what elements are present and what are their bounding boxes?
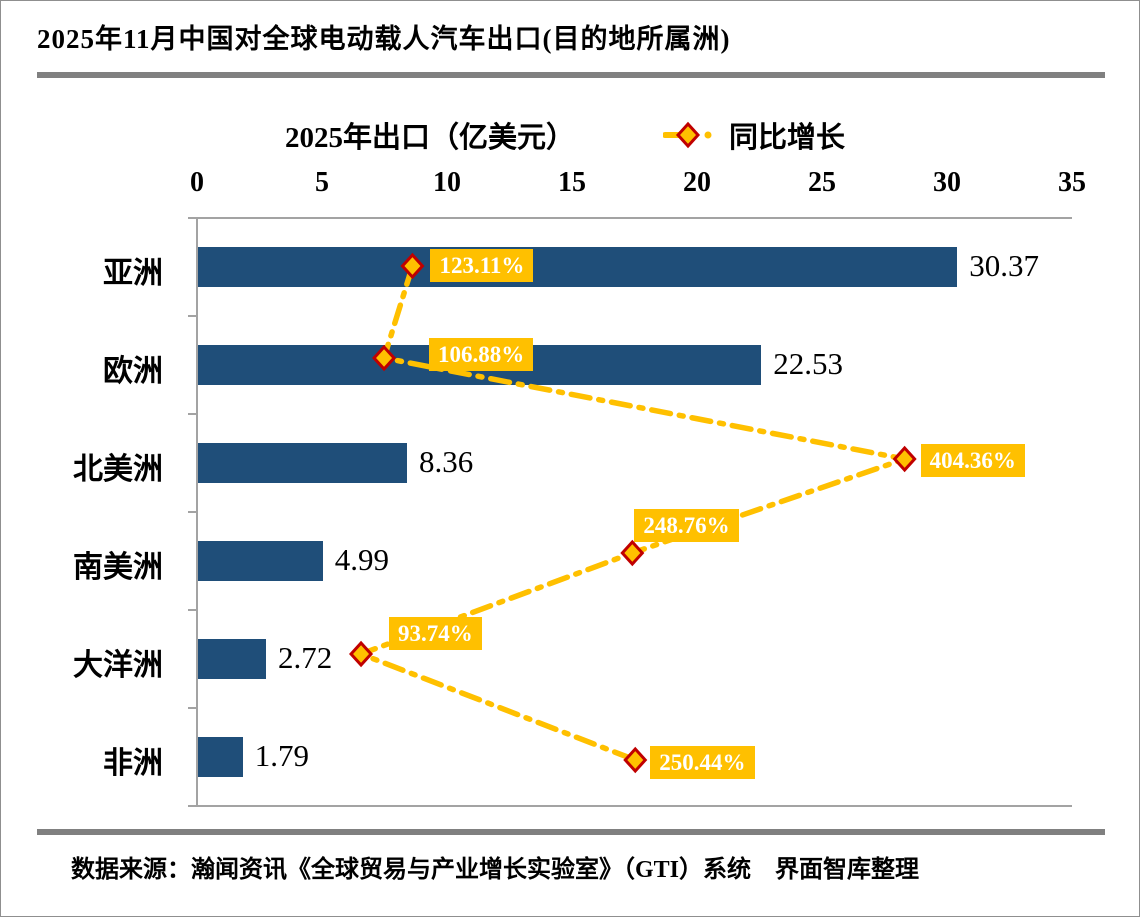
x-axis-tick-25: 25 xyxy=(808,167,836,198)
bar-south-america xyxy=(198,541,323,581)
x-axis-tick-10: 10 xyxy=(433,167,461,198)
bar-value-asia: 30.37 xyxy=(969,248,1039,283)
growth-label-south-america: 248.76% xyxy=(634,509,739,542)
x-axis-line-bottom xyxy=(188,805,1072,807)
growth-marker-africa xyxy=(623,746,648,774)
x-axis-tick-0: 0 xyxy=(190,167,204,198)
data-source-note: 数据来源：瀚闻资讯《全球贸易与产业增长实验室》（GTI）系统 界面智库整理 xyxy=(71,857,920,883)
y-axis-tick xyxy=(188,511,197,513)
x-axis-tick-15: 15 xyxy=(558,167,586,198)
y-axis-tick xyxy=(188,609,197,611)
footer-divider xyxy=(37,829,1105,835)
bar-north-america xyxy=(198,443,407,483)
category-label-africa: 非洲 xyxy=(103,747,163,780)
growth-label-europe: 106.88% xyxy=(429,338,534,371)
title-divider xyxy=(37,72,1105,78)
category-label-north-america: 北美洲 xyxy=(73,453,163,486)
bar-value-north-america: 8.36 xyxy=(419,444,474,479)
bar-series-swatch xyxy=(229,126,273,145)
growth-marker-north-america xyxy=(892,445,917,473)
x-axis-tick-35: 35 xyxy=(1058,167,1086,198)
chart-legend: 2025年出口（亿美元） 同比增长 xyxy=(229,114,845,156)
legend-exports-label: 2025年出口（亿美元） xyxy=(285,122,576,154)
growth-label-north-america: 404.36% xyxy=(920,444,1025,477)
bar-value-europe: 22.53 xyxy=(773,346,843,381)
bar-value-oceania: 2.72 xyxy=(278,640,333,675)
growth-marker-oceania xyxy=(349,640,374,668)
bar-asia xyxy=(198,247,958,287)
y-axis-line xyxy=(196,217,198,806)
bar-oceania xyxy=(198,639,266,679)
bar-africa xyxy=(198,737,243,777)
category-label-europe: 欧洲 xyxy=(103,355,163,388)
legend-item-growth: 同比增长 xyxy=(663,114,845,156)
legend-growth-label: 同比增长 xyxy=(729,122,846,154)
category-label-south-america: 南美洲 xyxy=(73,551,163,584)
line-series-marker-icon xyxy=(663,121,712,149)
x-axis-tick-30: 30 xyxy=(933,167,961,198)
bar-value-africa: 1.79 xyxy=(254,738,309,773)
growth-marker-south-america xyxy=(620,539,645,567)
growth-label-africa: 250.44% xyxy=(650,746,755,779)
y-axis-tick xyxy=(188,413,197,415)
y-axis-tick xyxy=(188,315,197,317)
x-axis-line-top xyxy=(188,217,1072,219)
legend-item-exports: 2025年出口（亿美元） xyxy=(229,114,575,156)
x-axis-tick-5: 5 xyxy=(315,167,329,198)
category-label-oceania: 大洋洲 xyxy=(73,649,163,682)
chart-title: 2025年11月中国对全球电动载人汽车出口(目的地所属洲) xyxy=(37,24,731,54)
y-axis-tick xyxy=(188,707,197,709)
x-axis-tick-20: 20 xyxy=(683,167,711,198)
bar-value-south-america: 4.99 xyxy=(334,542,389,577)
category-label-asia: 亚洲 xyxy=(103,257,163,290)
growth-label-asia: 123.11% xyxy=(430,249,534,282)
growth-label-oceania: 93.74% xyxy=(389,617,482,650)
